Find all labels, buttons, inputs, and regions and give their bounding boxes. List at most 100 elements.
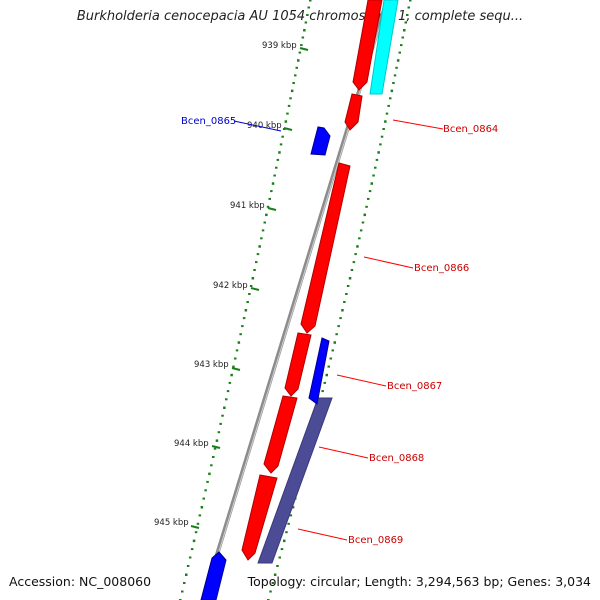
- outer-tick-mark: [367, 197, 370, 200]
- inner-tick-mark: [226, 390, 230, 393]
- outer-tick-mark: [389, 97, 392, 100]
- inner-tick-ring: [179, 0, 312, 600]
- inner-tick-mark: [266, 205, 270, 208]
- gene-label-bcen-0868[interactable]: Bcen_0868: [369, 453, 424, 464]
- scale-tick-943: [231, 367, 241, 371]
- outer-tick-mark: [331, 349, 334, 352]
- inner-tick-mark: [300, 44, 303, 47]
- outer-tick-mark: [387, 104, 390, 107]
- outer-tick-mark: [333, 341, 336, 344]
- scale-label: 944 kbp: [174, 439, 209, 449]
- inner-tick-mark: [212, 456, 215, 458]
- gene-arrow-bcen-0864: [344, 93, 363, 131]
- scale-label: 943 kbp: [194, 360, 229, 370]
- outer-tick-mark: [403, 29, 406, 32]
- inner-tick-mark: [309, 0, 312, 2]
- scale-tick-945: [190, 525, 200, 529]
- outer-tick-mark: [346, 285, 350, 287]
- inner-tick-mark: [210, 464, 213, 467]
- inner-tick-mark: [290, 89, 294, 93]
- outer-tick-mark: [377, 151, 380, 154]
- inner-tick-mark: [255, 261, 258, 264]
- inner-tick-mark: [278, 151, 281, 154]
- inner-tick-mark: [198, 514, 202, 517]
- outer-tick-mark: [359, 229, 363, 232]
- outer-tick-mark: [339, 317, 342, 320]
- inner-tick-mark: [297, 59, 300, 62]
- scale-label: 939 kbp: [262, 41, 297, 51]
- map-title: Burkholderia cenocepacia AU 1054 chromos…: [76, 9, 524, 24]
- inner-tick-mark: [232, 365, 235, 368]
- inner-tick-mark: [181, 590, 184, 593]
- scale-label: 945 kbp: [154, 518, 189, 528]
- inner-tick-mark: [202, 497, 205, 500]
- outer-tick-mark: [271, 582, 275, 584]
- gene-label-bcen-0865[interactable]: Bcen_0865: [181, 116, 236, 127]
- inner-tick-mark: [251, 277, 255, 280]
- outer-tick-mark: [289, 514, 293, 517]
- outer-tick-mark: [409, 0, 412, 2]
- outer-tick-mark: [283, 539, 286, 543]
- outer-tick-mark: [273, 573, 277, 576]
- leader-bcen-0869: [297, 528, 348, 541]
- inner-tick-mark: [234, 357, 237, 360]
- scale-tick-940: [283, 127, 293, 131]
- outer-tick-mark: [321, 390, 324, 393]
- outer-tick-mark: [407, 6, 410, 9]
- inner-tick-mark: [268, 197, 271, 200]
- cyan-feature: [369, 0, 399, 95]
- outer-tick-mark: [374, 166, 377, 169]
- inner-tick-mark: [185, 573, 188, 576]
- inner-tick-mark: [303, 29, 306, 32]
- chromosome-backbone: [200, 0, 389, 600]
- outer-tick-mark: [348, 277, 352, 280]
- outer-tick-mark: [352, 261, 356, 264]
- gene-label-bcen-0867[interactable]: Bcen_0867: [387, 381, 442, 392]
- gene-label-bcen-0866[interactable]: Bcen_0866: [414, 263, 469, 274]
- outer-tick-mark: [325, 373, 328, 377]
- outer-tick-mark: [380, 135, 384, 138]
- inner-tick-mark: [295, 66, 298, 69]
- outer-tick-mark: [361, 221, 365, 224]
- gene-arrow-bcen-0865: [310, 126, 331, 156]
- outer-tick-mark: [350, 269, 354, 271]
- outer-tick-mark: [365, 205, 368, 208]
- gene-label-bcen-0869[interactable]: Bcen_0869: [348, 535, 403, 546]
- inner-tick-mark: [287, 104, 291, 107]
- outer-tick-mark: [276, 565, 279, 567]
- outer-tick-mark: [285, 531, 288, 534]
- scale-label: 941 kbp: [230, 201, 265, 211]
- outer-tick-mark: [335, 333, 338, 336]
- scale-tick-944: [211, 445, 221, 449]
- leader-bcen-0867: [336, 374, 387, 387]
- inner-tick-mark: [261, 229, 265, 232]
- inner-tick-mark: [230, 373, 233, 377]
- outer-tick-mark: [401, 36, 404, 39]
- outer-tick-mark: [400, 44, 403, 47]
- outer-tick-mark: [291, 506, 295, 509]
- outer-tick-mark: [280, 548, 284, 551]
- inner-tick-mark: [196, 522, 200, 525]
- purple-feature: [257, 397, 333, 564]
- inner-tick-mark: [217, 431, 221, 434]
- outer-tick-mark: [390, 89, 394, 93]
- gene-label-leaders: [233, 119, 444, 541]
- inner-tick-mark: [190, 548, 194, 551]
- inner-tick-mark: [235, 349, 239, 352]
- outer-tick-mark: [406, 14, 409, 16]
- inner-tick-mark: [206, 480, 209, 483]
- inner-tick-mark: [219, 422, 222, 425]
- inner-tick-mark: [284, 120, 288, 123]
- outer-tick-mark: [396, 59, 400, 62]
- outer-tick-mark: [398, 51, 401, 54]
- outer-tick-mark: [384, 120, 387, 123]
- gene-labels: Bcen_0864 Bcen_0865 Bcen_0866 Bcen_0867 …: [181, 116, 498, 546]
- gene-arrow-bcen-0863: [352, 0, 383, 91]
- gene-label-bcen-0864[interactable]: Bcen_0864: [443, 124, 498, 135]
- scale-tick-942: [250, 287, 260, 291]
- outer-tick-mark: [287, 522, 290, 525]
- gene-arrow-bcen-0867: [284, 332, 312, 397]
- inner-tick-mark: [294, 74, 297, 77]
- inner-tick-mark: [301, 36, 305, 39]
